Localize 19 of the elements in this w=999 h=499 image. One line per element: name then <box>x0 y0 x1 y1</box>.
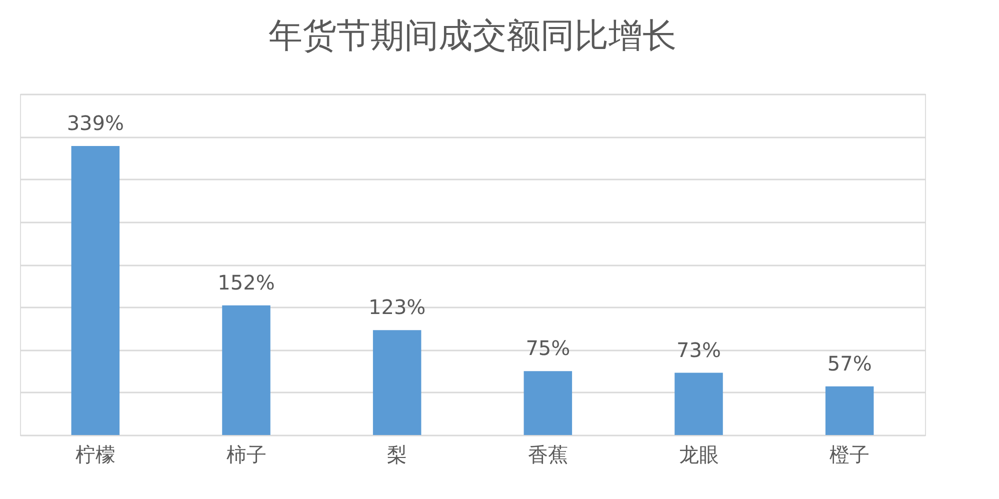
data-label: 152% <box>218 270 275 294</box>
data-label: 73% <box>676 338 721 362</box>
x-tick-label: 橙子 <box>830 442 870 466</box>
x-tick-label: 香蕉 <box>528 442 568 466</box>
data-label: 57% <box>827 351 872 376</box>
bar <box>222 305 270 435</box>
data-label: 75% <box>526 336 570 360</box>
bar <box>524 371 572 435</box>
bar <box>71 146 120 435</box>
bar <box>674 372 723 435</box>
data-label: 339% <box>66 111 124 136</box>
bar <box>372 330 422 435</box>
bar <box>825 386 874 435</box>
data-label: 123% <box>368 295 426 320</box>
x-tick-label: 梨 <box>387 442 408 466</box>
x-tick-label: 柿子 <box>226 442 266 466</box>
chart-title: 年货节期间成交额同比增长 <box>268 16 676 56</box>
x-tick-label: 龙眼 <box>678 442 719 466</box>
x-tick-label: 柠檬 <box>75 442 116 466</box>
